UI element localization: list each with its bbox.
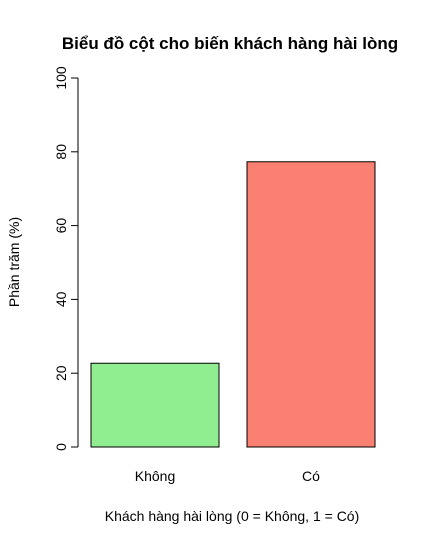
x-tick-label: Không <box>135 468 175 484</box>
y-tick-label: 20 <box>53 365 69 381</box>
bars <box>90 161 376 448</box>
y-tick-label: 40 <box>53 291 69 307</box>
x-tick-labels: Không Có <box>135 468 320 484</box>
y-axis: 0 20 40 60 80 100 <box>53 66 79 451</box>
chart-title: Biểu đồ cột cho biến khách hàng hài lòng <box>62 34 398 53</box>
y-axis-label: Phần trăm (%) <box>6 217 22 307</box>
y-tick-label: 80 <box>53 144 69 160</box>
y-tick-label: 60 <box>53 218 69 234</box>
y-tick-label: 0 <box>53 443 69 451</box>
y-tick-label: 100 <box>53 66 69 90</box>
x-axis-label: Khách hàng hài lòng (0 = Không, 1 = Có) <box>105 508 360 524</box>
bar-0 <box>90 362 220 448</box>
x-tick-label: Có <box>302 468 320 484</box>
bar-1 <box>246 161 376 448</box>
